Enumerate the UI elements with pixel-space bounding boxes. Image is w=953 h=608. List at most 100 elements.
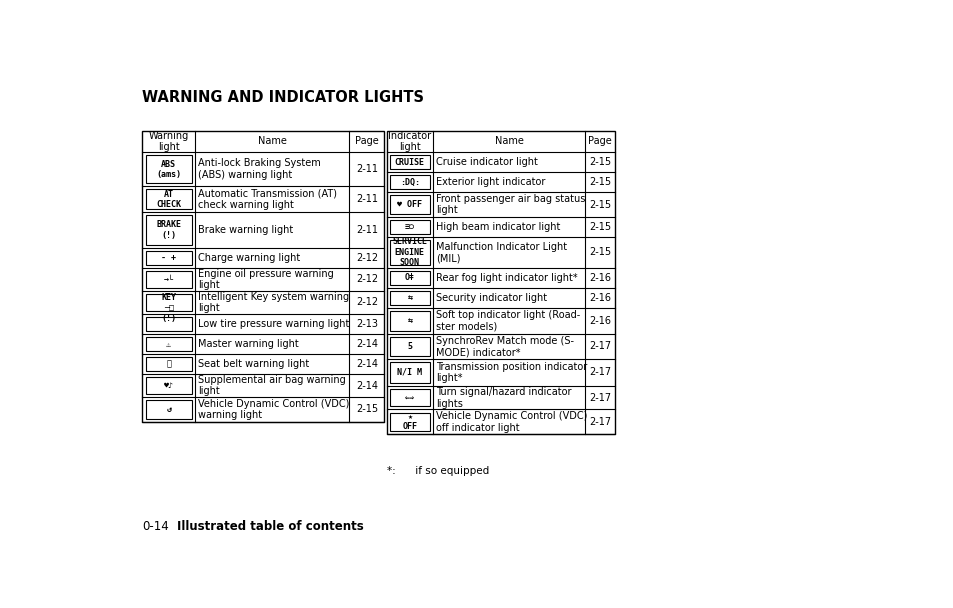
- Bar: [390, 175, 430, 189]
- Bar: [390, 271, 430, 285]
- Bar: [146, 215, 192, 244]
- Text: Soft top indicator light (Road-
ster models): Soft top indicator light (Road- ster mod…: [436, 310, 579, 332]
- Bar: [146, 271, 192, 288]
- Text: 2-11: 2-11: [355, 164, 377, 174]
- Bar: [390, 156, 430, 169]
- Text: AT
CHECK: AT CHECK: [156, 190, 181, 209]
- Text: 2-14: 2-14: [355, 359, 377, 369]
- Text: Warning
light: Warning light: [149, 131, 189, 152]
- Text: Anti-lock Braking System
(ABS) warning light: Anti-lock Braking System (ABS) warning l…: [198, 159, 321, 180]
- Text: 2-15: 2-15: [588, 178, 611, 187]
- Text: Brake warning light: Brake warning light: [198, 225, 294, 235]
- Text: Master warning light: Master warning light: [198, 339, 298, 349]
- Text: 2-16: 2-16: [589, 273, 611, 283]
- Text: Supplemental air bag warning
light: Supplemental air bag warning light: [198, 375, 346, 396]
- Text: 2-11: 2-11: [355, 225, 377, 235]
- Text: Vehicle Dynamic Control (VDC)
warning light: Vehicle Dynamic Control (VDC) warning li…: [198, 399, 350, 420]
- Text: 2-16: 2-16: [589, 293, 611, 303]
- Text: ★
OFF: ★ OFF: [402, 412, 416, 432]
- Text: :DQ:: :DQ:: [399, 178, 419, 187]
- Text: SERVICE
ENGINE
SOON: SERVICE ENGINE SOON: [392, 238, 427, 268]
- Text: Malfunction Indicator Light
(MIL): Malfunction Indicator Light (MIL): [436, 241, 567, 263]
- Text: 2-17: 2-17: [588, 416, 611, 427]
- Bar: [390, 390, 430, 406]
- Text: Exterior light indicator: Exterior light indicator: [436, 178, 545, 187]
- Bar: [146, 317, 192, 331]
- Text: WARNING AND INDICATOR LIGHTS: WARNING AND INDICATOR LIGHTS: [142, 90, 424, 105]
- Text: ⇆: ⇆: [407, 293, 412, 302]
- Text: 2-15: 2-15: [588, 157, 611, 167]
- Text: Automatic Transmission (AT)
check warning light: Automatic Transmission (AT) check warnin…: [198, 188, 337, 210]
- Text: Turn signal/hazard indicator
lights: Turn signal/hazard indicator lights: [436, 387, 571, 409]
- Text: ≡○: ≡○: [404, 223, 415, 232]
- Text: 2-17: 2-17: [588, 393, 611, 403]
- Text: 2-15: 2-15: [588, 199, 611, 210]
- Text: (!): (!): [161, 314, 176, 334]
- Text: Name: Name: [494, 136, 523, 147]
- Bar: [146, 337, 192, 351]
- Bar: [390, 337, 430, 356]
- Text: Engine oil pressure warning
light: Engine oil pressure warning light: [198, 269, 334, 290]
- Text: 2-14: 2-14: [355, 339, 377, 349]
- Text: 2-13: 2-13: [355, 319, 377, 329]
- Text: 5: 5: [407, 342, 412, 351]
- Text: Intelligent Key system warning
light: Intelligent Key system warning light: [198, 292, 349, 313]
- Text: ↺: ↺: [166, 405, 172, 414]
- Text: Indicator
light: Indicator light: [388, 131, 431, 152]
- Text: ⚠: ⚠: [166, 339, 172, 348]
- Text: Name: Name: [257, 136, 287, 147]
- Text: →└: →└: [164, 275, 173, 284]
- Bar: [142, 131, 384, 422]
- Bar: [146, 377, 192, 394]
- Text: ♥♪: ♥♪: [164, 381, 173, 390]
- Bar: [146, 294, 192, 311]
- Text: Front passenger air bag status
light: Front passenger air bag status light: [436, 194, 585, 215]
- Text: KEY
─□: KEY ─□: [161, 292, 176, 312]
- Text: Rear fog light indicator light*: Rear fog light indicator light*: [436, 273, 578, 283]
- Text: ABS
(ams): ABS (ams): [156, 159, 181, 179]
- Text: Vehicle Dynamic Control (VDC)
off indicator light: Vehicle Dynamic Control (VDC) off indica…: [436, 411, 587, 432]
- Text: Page: Page: [588, 136, 612, 147]
- Text: Page: Page: [355, 136, 378, 147]
- Bar: [146, 357, 192, 371]
- Text: *:      if so equipped: *: if so equipped: [386, 466, 488, 475]
- Bar: [146, 156, 192, 183]
- Text: Transmission position indicator
light*: Transmission position indicator light*: [436, 362, 587, 383]
- Text: 2-12: 2-12: [355, 274, 377, 285]
- Text: 2-15: 2-15: [588, 247, 611, 257]
- Bar: [146, 251, 192, 264]
- Bar: [390, 362, 430, 383]
- Text: 2-14: 2-14: [355, 381, 377, 390]
- Bar: [390, 240, 430, 264]
- Text: ⛄: ⛄: [166, 359, 172, 368]
- Text: BRAKE
(!): BRAKE (!): [156, 220, 181, 240]
- Text: 2-17: 2-17: [588, 367, 611, 378]
- Text: ♥ OFF: ♥ OFF: [397, 200, 422, 209]
- Text: 2-11: 2-11: [355, 194, 377, 204]
- Text: Seat belt warning light: Seat belt warning light: [198, 359, 309, 369]
- Text: 2-12: 2-12: [355, 253, 377, 263]
- Bar: [146, 189, 192, 209]
- Text: Charge warning light: Charge warning light: [198, 253, 300, 263]
- Text: CRUISE: CRUISE: [395, 158, 424, 167]
- Bar: [390, 195, 430, 214]
- Text: ⇆: ⇆: [407, 316, 412, 325]
- Bar: [390, 413, 430, 431]
- Bar: [386, 131, 615, 434]
- Bar: [146, 400, 192, 419]
- Text: 2-12: 2-12: [355, 297, 377, 308]
- Text: O‡: O‡: [404, 273, 415, 282]
- Bar: [390, 220, 430, 234]
- Bar: [390, 311, 430, 331]
- Text: 2-17: 2-17: [588, 341, 611, 351]
- Text: 2-15: 2-15: [355, 404, 377, 415]
- Text: 0-14: 0-14: [142, 520, 169, 533]
- Text: Illustrated table of contents: Illustrated table of contents: [177, 520, 364, 533]
- Text: Low tire pressure warning light: Low tire pressure warning light: [198, 319, 350, 329]
- Text: 2-15: 2-15: [588, 222, 611, 232]
- Text: - +: - +: [161, 254, 176, 262]
- Text: High beam indicator light: High beam indicator light: [436, 222, 560, 232]
- Text: SynchroRev Match mode (S-
MODE) indicator*: SynchroRev Match mode (S- MODE) indicato…: [436, 336, 574, 357]
- Text: ⇐⇒: ⇐⇒: [404, 393, 415, 402]
- Text: Cruise indicator light: Cruise indicator light: [436, 157, 537, 167]
